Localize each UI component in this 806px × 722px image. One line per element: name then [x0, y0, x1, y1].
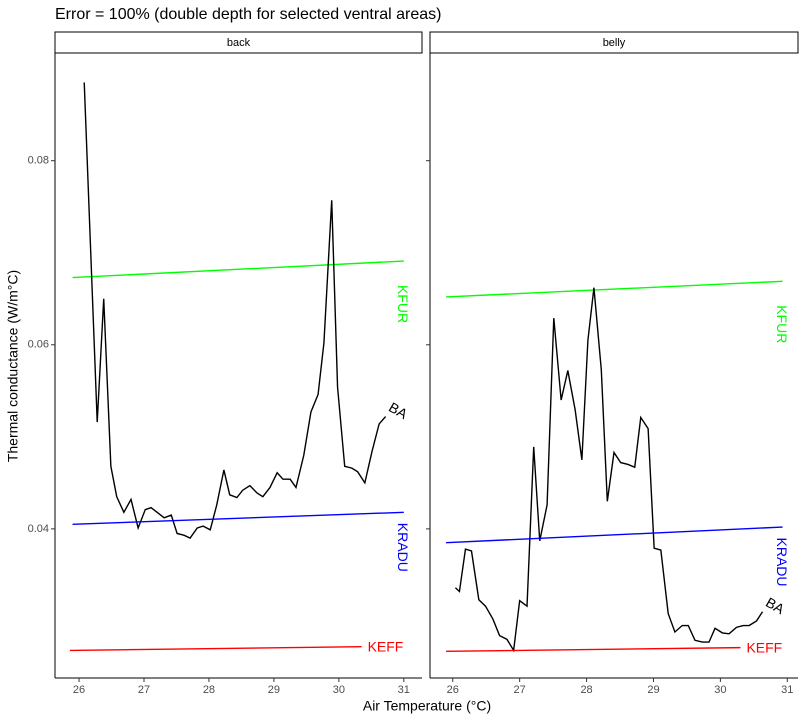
facet-strip: [54, 31, 423, 54]
x-tick-label: 28: [580, 684, 592, 696]
series-line: [69, 646, 362, 652]
y-axis-label: Thermal conductance (W/m°C): [5, 270, 21, 462]
facet-label: belly: [603, 37, 626, 49]
series-line: [454, 287, 764, 653]
x-tick-label: 30: [333, 684, 345, 696]
facet-label: back: [227, 37, 251, 49]
y-tick-label: 0.04: [28, 523, 49, 535]
y-tick-label: 0.08: [28, 155, 49, 167]
x-tick-label: 31: [781, 684, 793, 696]
x-tick-label: 27: [138, 684, 150, 696]
chart-title: Error = 100% (double depth for selected …: [55, 6, 441, 23]
series-line: [72, 260, 404, 279]
x-tick-label: 26: [447, 684, 459, 696]
x-tick-label: 29: [268, 684, 280, 696]
x-tick-label: 28: [203, 684, 215, 696]
series-label: KFUR: [395, 285, 411, 323]
series-label: KRADU: [774, 538, 790, 587]
series-label: KRADU: [395, 523, 411, 572]
series-line: [446, 526, 783, 544]
x-tick-label: 27: [514, 684, 526, 696]
facet-strip: [429, 31, 799, 54]
series-label: KFUR: [774, 305, 790, 343]
series-label: KEFF: [746, 639, 782, 655]
series-line: [72, 511, 404, 525]
x-tick-label: 29: [647, 684, 659, 696]
y-tick-label: 0.06: [28, 339, 49, 351]
series-line: [446, 646, 741, 653]
x-tick-label: 26: [73, 684, 85, 696]
x-tick-label: 31: [398, 684, 410, 696]
x-axis-label: Air Temperature (°C): [363, 698, 491, 714]
series-label: KEFF: [368, 638, 404, 654]
x-tick-label: 30: [714, 684, 726, 696]
series-line: [446, 280, 783, 298]
